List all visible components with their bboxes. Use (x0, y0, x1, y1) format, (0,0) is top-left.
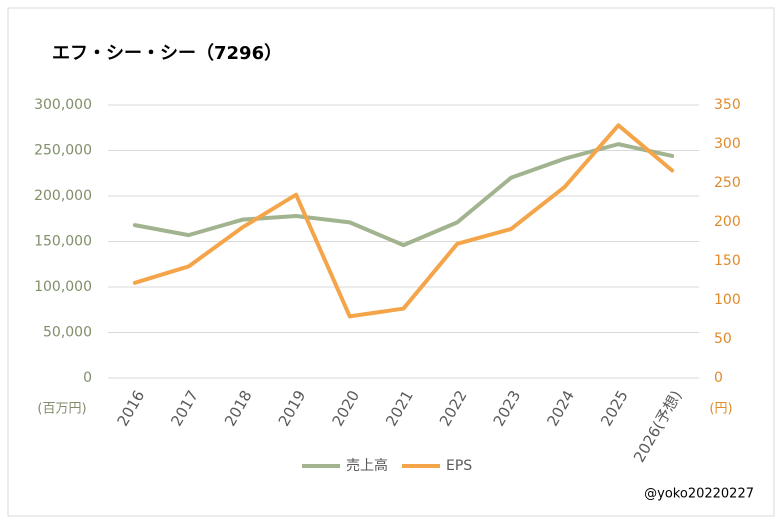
y2-tick-label: 0 (714, 370, 723, 386)
y2-tick-label: 350 (714, 97, 741, 113)
y-tick-label: 150,000 (34, 234, 92, 250)
legend-label: EPS (446, 458, 472, 474)
y2-tick-label: 100 (714, 292, 741, 308)
y-unit: (百万円) (37, 402, 86, 417)
y2-tick-label: 300 (714, 136, 741, 152)
y-tick-label: 0 (83, 370, 92, 386)
y-tick-label: 200,000 (34, 188, 92, 204)
y2-tick-label: 200 (714, 214, 741, 230)
y2-tick-label: 50 (714, 331, 732, 347)
y-tick-label: 300,000 (34, 97, 92, 113)
chart-title: エフ・シー・シー（7296） (52, 43, 282, 64)
chart-border (7, 7, 775, 517)
series-line (132, 142, 675, 248)
credit: @yoko20220227 (644, 487, 754, 502)
y-tick-label: 100,000 (34, 279, 92, 295)
y2-tick-label: 150 (714, 253, 741, 269)
series-line (132, 123, 675, 319)
y2-unit: (円) (709, 402, 732, 417)
y2-tick-label: 250 (714, 175, 741, 191)
y-tick-label: 250,000 (34, 143, 92, 159)
y-tick-label: 50,000 (43, 325, 92, 341)
legend-label: 売上高 (346, 457, 388, 474)
